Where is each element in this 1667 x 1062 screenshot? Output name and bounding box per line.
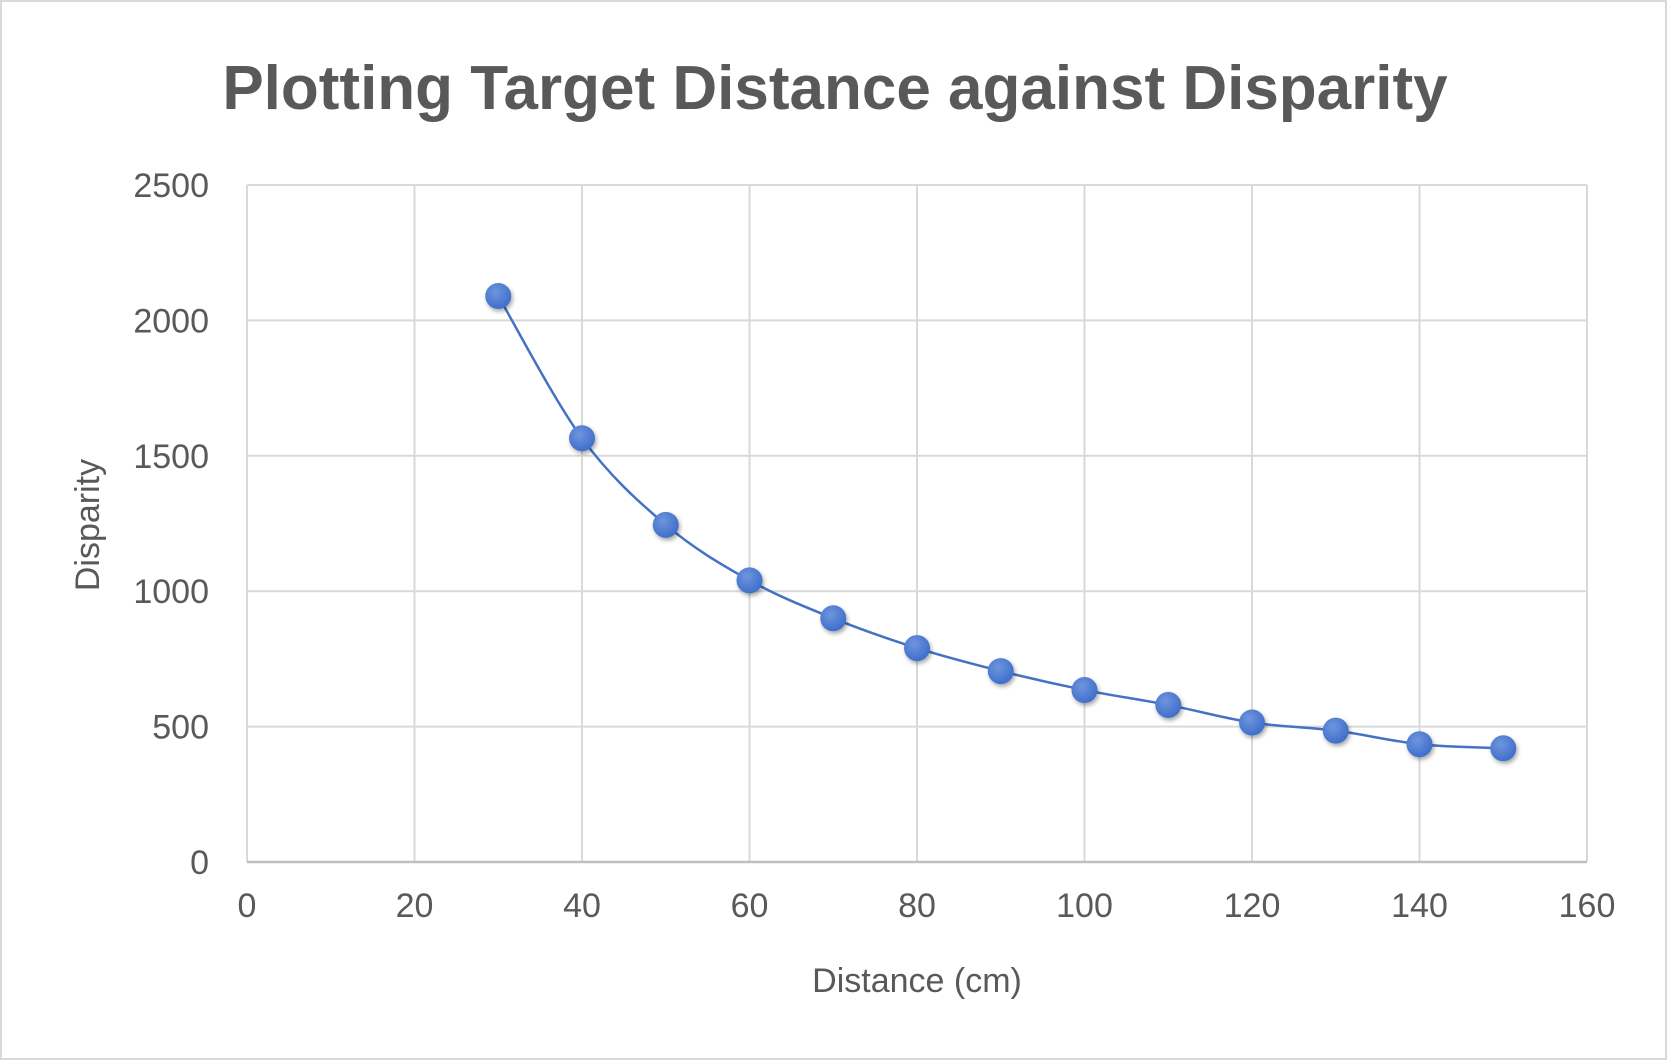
data-points: [485, 283, 1517, 762]
y-tick-label: 500: [152, 709, 209, 747]
x-tick-label: 120: [1224, 887, 1281, 925]
data-point: [820, 605, 847, 632]
data-point: [1239, 709, 1265, 736]
x-axis-title: Distance (cm): [812, 962, 1022, 1000]
x-axis-tick-labels: 0 20 40 60 80 100 120 140 160: [238, 887, 1616, 925]
data-point: [1322, 717, 1349, 744]
data-point: [1406, 731, 1433, 758]
y-tick-label: 1000: [133, 573, 209, 611]
data-point: [652, 511, 679, 538]
data-point: [736, 567, 763, 594]
y-tick-label: 2500: [133, 167, 209, 205]
y-axis-title: Disparity: [69, 459, 107, 591]
x-tick-label: 40: [563, 887, 601, 925]
x-tick-label: 0: [238, 887, 257, 925]
grid-lines: [246, 184, 1588, 863]
data-point: [904, 635, 930, 662]
data-point: [485, 283, 512, 310]
data-point: [987, 658, 1014, 685]
x-tick-label: 20: [396, 887, 434, 925]
y-tick-label: 0: [190, 844, 209, 882]
x-tick-label: 100: [1056, 887, 1113, 925]
y-axis-tick-labels: 0 500 1000 1500 2000 2500: [133, 167, 209, 882]
x-tick-label: 80: [898, 887, 936, 925]
x-tick-label: 160: [1559, 887, 1616, 925]
chart-title: Plotting Target Distance against Dispari…: [222, 54, 1448, 123]
data-point: [1071, 677, 1098, 704]
x-tick-label: 140: [1391, 887, 1448, 925]
data-point: [1490, 735, 1517, 762]
x-tick-label: 60: [731, 887, 769, 925]
data-point: [569, 425, 595, 452]
data-point: [1155, 691, 1182, 718]
y-tick-label: 2000: [133, 302, 209, 340]
y-tick-label: 1500: [133, 438, 209, 476]
